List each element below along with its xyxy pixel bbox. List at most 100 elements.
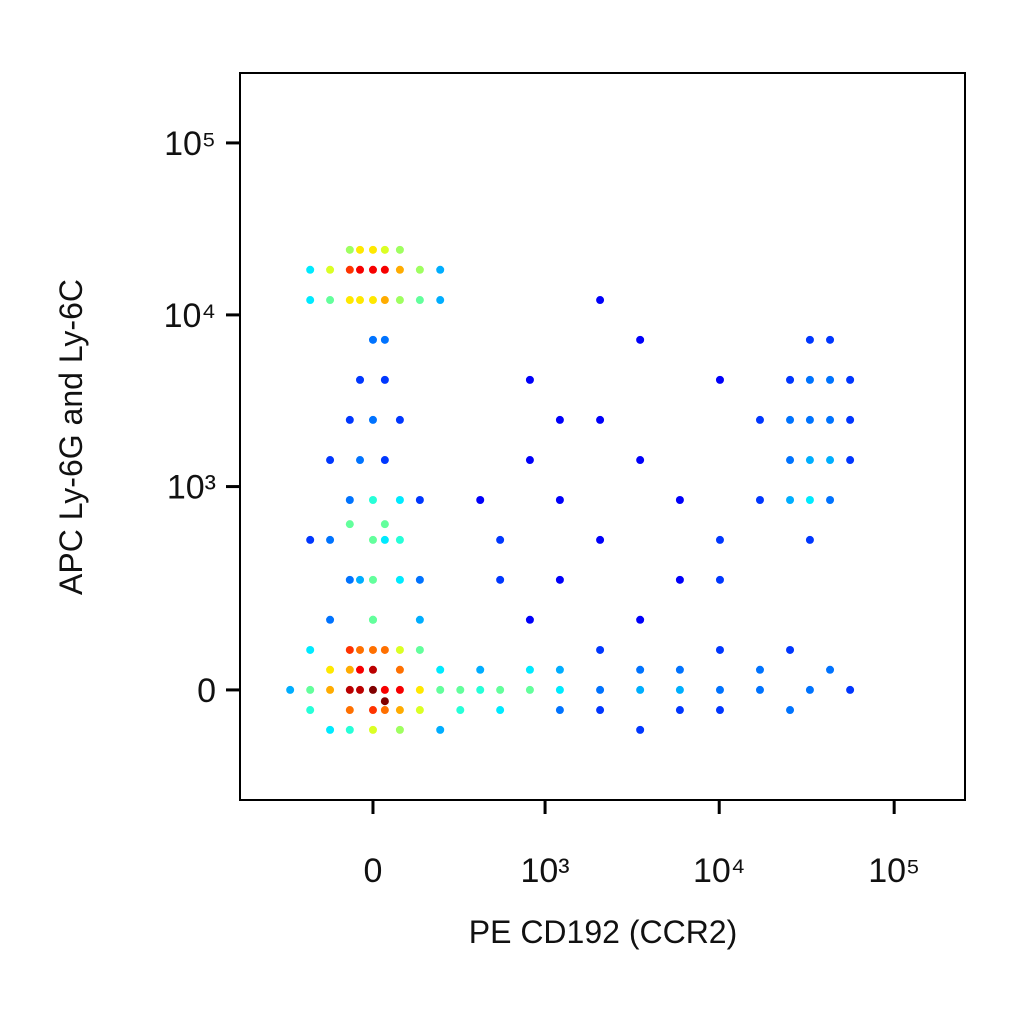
data-point [380, 645, 389, 654]
data-point [395, 575, 404, 584]
data-point [356, 645, 365, 654]
x-tick-label: 10⁴ [693, 852, 745, 890]
data-point [596, 645, 605, 654]
data-point [368, 575, 377, 584]
data-point [805, 456, 814, 465]
data-point [345, 706, 354, 715]
data-point [326, 685, 335, 694]
data-point [755, 495, 764, 504]
data-point [525, 615, 534, 624]
data-point [395, 535, 404, 544]
data-point [436, 296, 445, 305]
data-point [555, 495, 564, 504]
data-point [395, 645, 404, 654]
data-point [380, 335, 389, 344]
x-tick-label: 10³ [520, 852, 569, 890]
data-point [380, 245, 389, 254]
data-point [826, 456, 835, 465]
data-point [786, 456, 795, 465]
data-point [715, 535, 724, 544]
data-point [415, 706, 424, 715]
data-point [395, 685, 404, 694]
data-point [755, 685, 764, 694]
data-point [636, 725, 645, 734]
data-point [306, 645, 315, 654]
data-point [805, 415, 814, 424]
data-point [555, 415, 564, 424]
data-point [356, 296, 365, 305]
data-point [826, 375, 835, 384]
data-point [326, 725, 335, 734]
data-point [636, 615, 645, 624]
data-point [368, 495, 377, 504]
data-point [436, 265, 445, 274]
data-point [380, 456, 389, 465]
data-point [675, 706, 684, 715]
data-point [636, 685, 645, 694]
data-point [395, 665, 404, 674]
data-point [805, 535, 814, 544]
data-point [415, 645, 424, 654]
data-point [345, 415, 354, 424]
data-point [555, 665, 564, 674]
data-point [368, 685, 377, 694]
data-point [786, 706, 795, 715]
data-point [555, 575, 564, 584]
data-point [345, 245, 354, 254]
data-point [368, 645, 377, 654]
data-point [715, 706, 724, 715]
data-point [525, 685, 534, 694]
data-point [368, 245, 377, 254]
data-point [826, 495, 835, 504]
data-point [415, 265, 424, 274]
data-point [415, 615, 424, 624]
data-point [496, 575, 505, 584]
x-tick-label: 10⁵ [868, 852, 920, 890]
data-point [476, 685, 485, 694]
data-point [368, 535, 377, 544]
data-point [380, 520, 389, 529]
data-point [356, 456, 365, 465]
data-point [395, 725, 404, 734]
data-point [380, 265, 389, 274]
data-point [496, 535, 505, 544]
data-point [380, 706, 389, 715]
data-point [380, 296, 389, 305]
data-point [436, 685, 445, 694]
data-point [826, 415, 835, 424]
data-point [306, 296, 315, 305]
data-point [345, 296, 354, 305]
data-point [715, 375, 724, 384]
data-point [596, 415, 605, 424]
data-point [368, 725, 377, 734]
data-point [380, 697, 389, 706]
data-point [805, 495, 814, 504]
data-point [755, 665, 764, 674]
data-point [415, 296, 424, 305]
data-point [805, 375, 814, 384]
data-point [345, 645, 354, 654]
data-point [345, 520, 354, 529]
y-tick-label: 10⁴ [164, 297, 216, 335]
data-point [415, 575, 424, 584]
data-point [456, 685, 465, 694]
plot-frame [239, 72, 966, 801]
data-point [675, 495, 684, 504]
data-point [596, 706, 605, 715]
data-point [380, 685, 389, 694]
data-point [345, 685, 354, 694]
data-point [755, 415, 764, 424]
data-point [356, 575, 365, 584]
data-point [368, 665, 377, 674]
data-point [356, 665, 365, 674]
data-point [345, 265, 354, 274]
data-point [805, 335, 814, 344]
data-point [368, 265, 377, 274]
data-point [525, 665, 534, 674]
data-point [356, 245, 365, 254]
y-tick-label: 10³ [167, 469, 216, 507]
data-point [496, 706, 505, 715]
data-point [345, 665, 354, 674]
x-axis-title: PE CD192 (CCR2) [469, 914, 738, 950]
